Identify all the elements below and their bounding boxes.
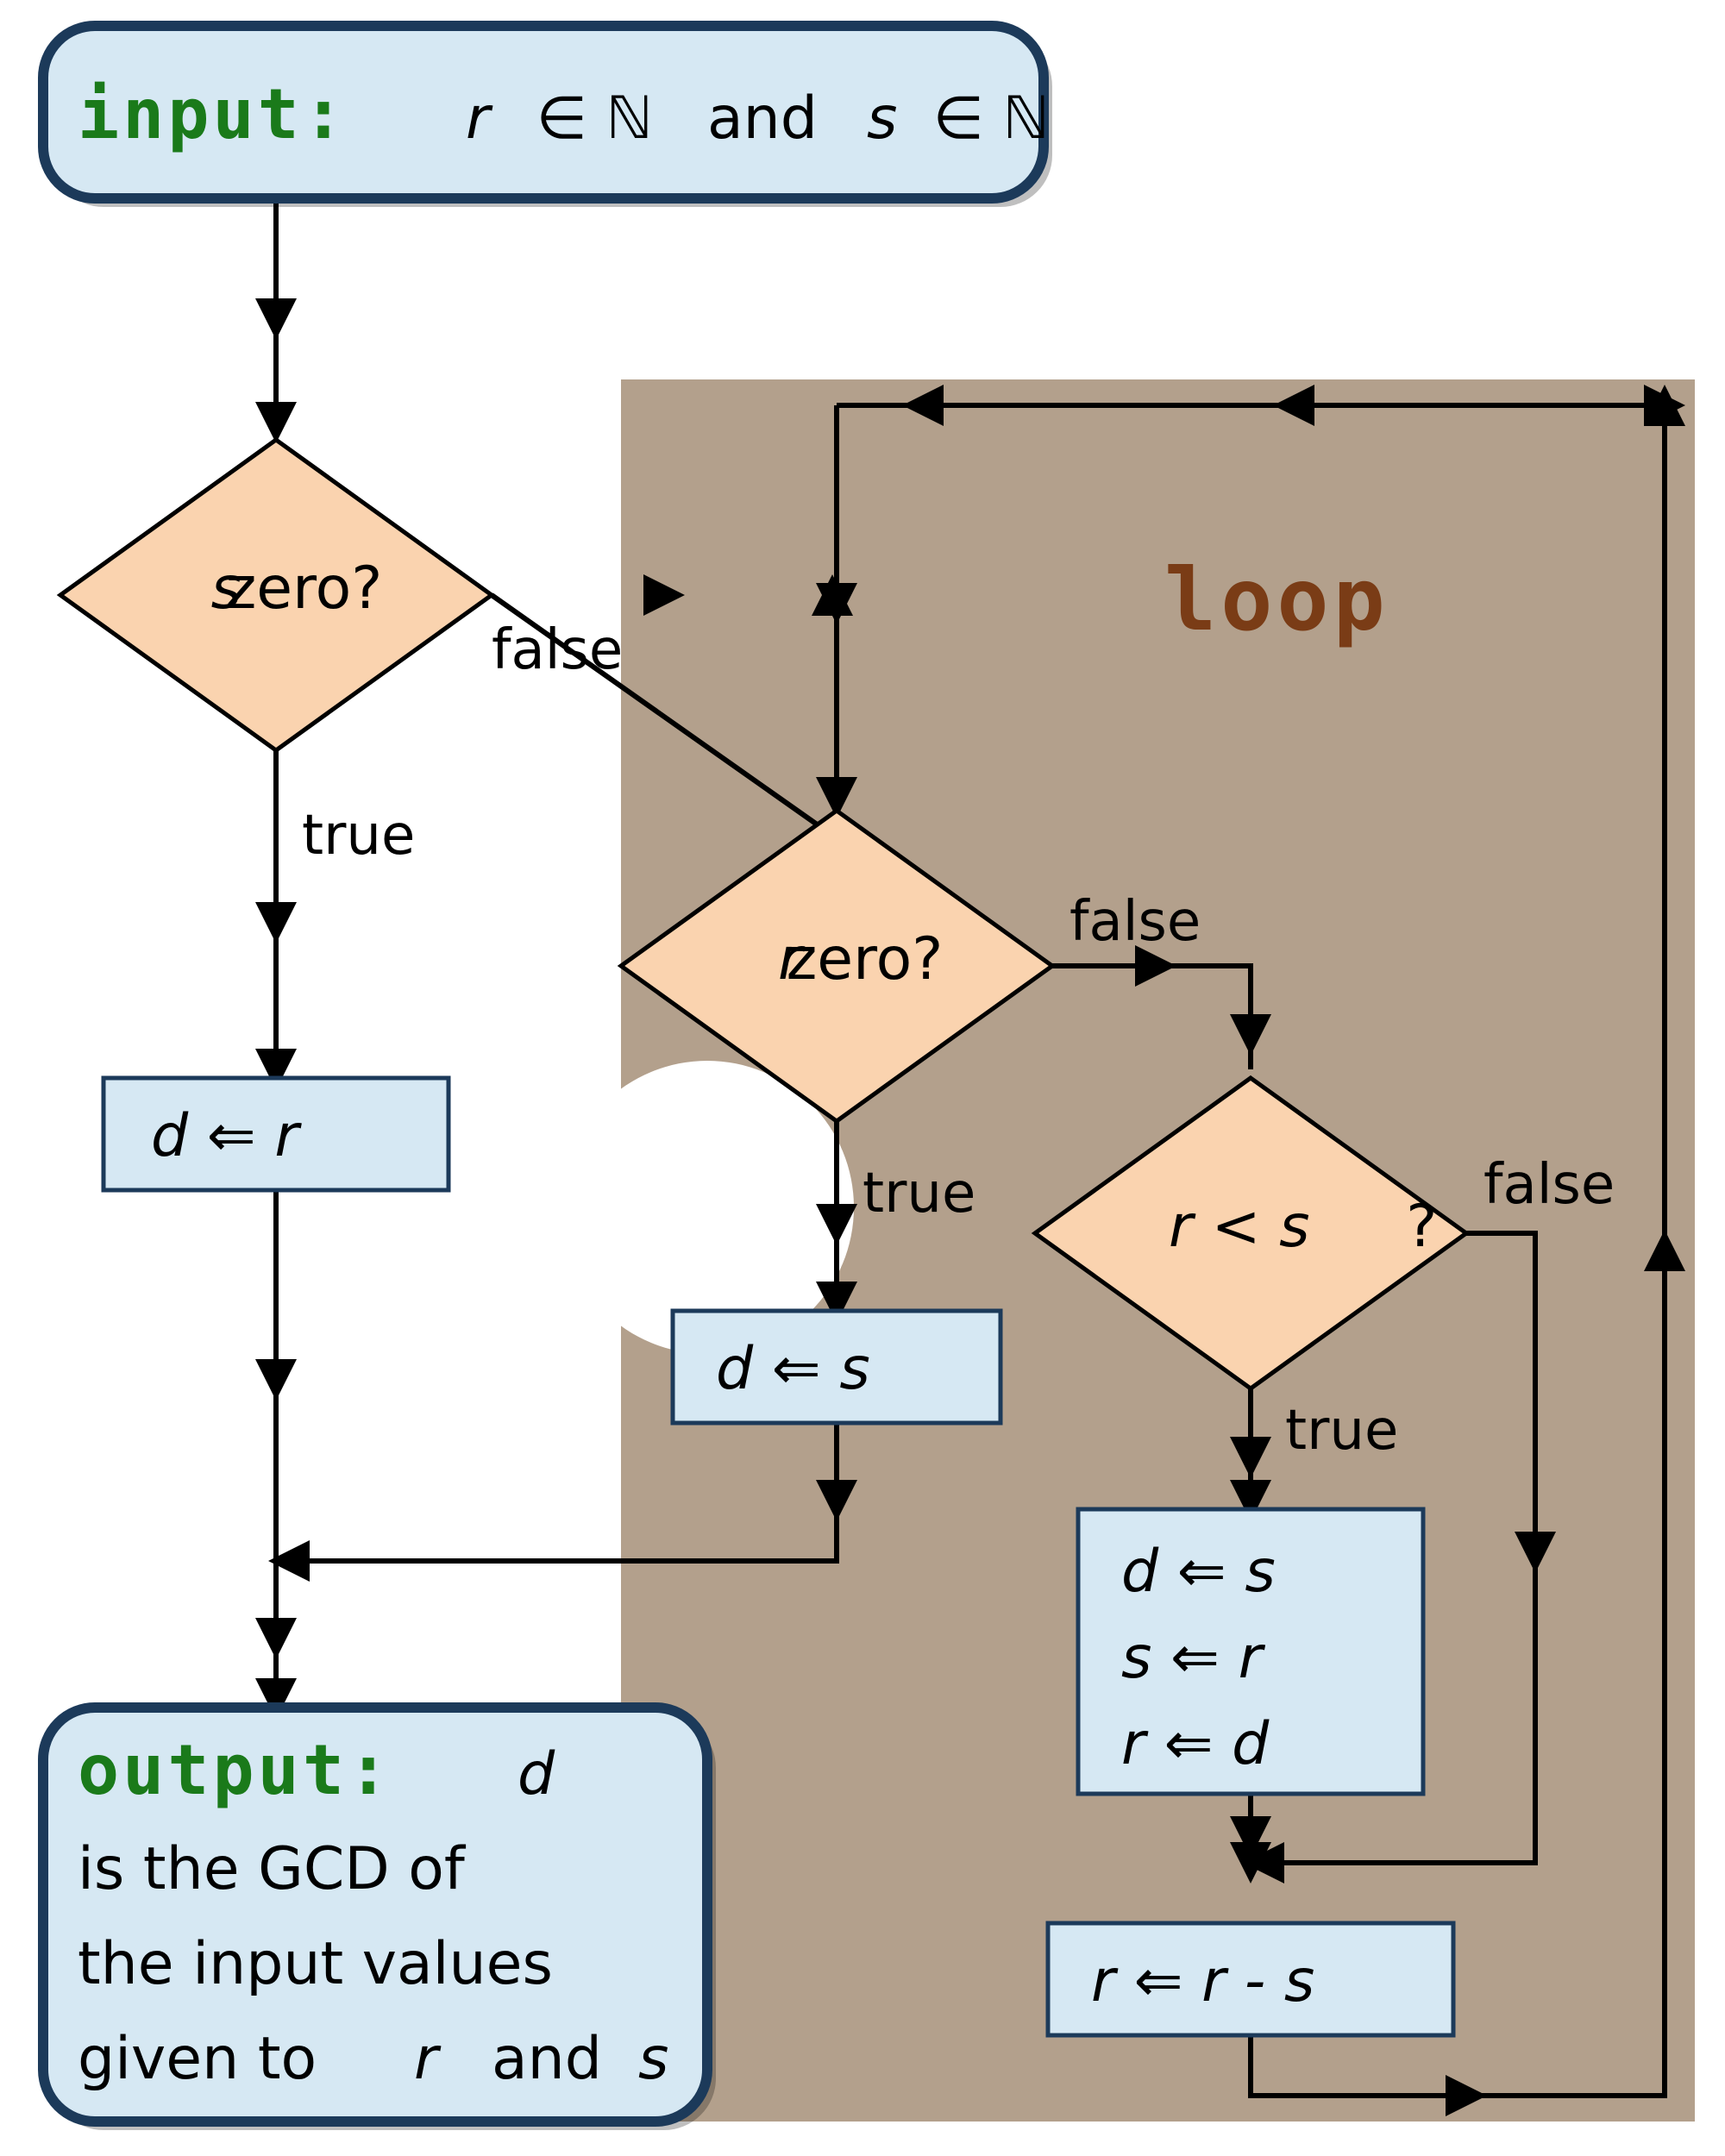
label-rs_false: false (1484, 1153, 1615, 1217)
proc-swap-line-0: d ⇐ s (1121, 1538, 1276, 1606)
label-loop: loop (1164, 549, 1389, 650)
dec-s-zero-label: s zero? (207, 555, 382, 623)
label-r_true: true (862, 1162, 975, 1225)
proc-d-r-text: d ⇐ r (151, 1102, 302, 1170)
proc-d-s-text: d ⇐ s (716, 1335, 870, 1403)
label-s_true: true (302, 804, 415, 868)
label-r_false: false (1070, 890, 1201, 954)
proc-sub-text: r ⇐ r - s (1091, 1947, 1314, 2015)
svg-text:is the GCD of: is the GCD of (78, 1835, 467, 1903)
svg-text:the input values: the input values (78, 1930, 553, 1998)
dec-r-lt-s-label: r < s ? (1169, 1193, 1437, 1261)
label-rs_true: true (1285, 1399, 1398, 1463)
flowchart-svg: input: r ∈ ℕands ∈ ℕ output: d is the GCD of… (0, 0, 1725, 2156)
input-keyword: input: (78, 74, 348, 154)
label-s_false: false (492, 618, 623, 682)
output-keyword: output: (78, 1730, 392, 1810)
svg-text:d: d (518, 1740, 555, 1808)
proc-swap-line-1: s ⇐ r (1121, 1624, 1266, 1692)
dec-r-zero-label: r zero? (768, 925, 943, 993)
svg-text:r ∈ ℕands ∈ ℕ: r ∈ ℕands ∈ ℕ (466, 85, 1050, 153)
proc-swap-line-2: r ⇐ d (1121, 1710, 1270, 1778)
